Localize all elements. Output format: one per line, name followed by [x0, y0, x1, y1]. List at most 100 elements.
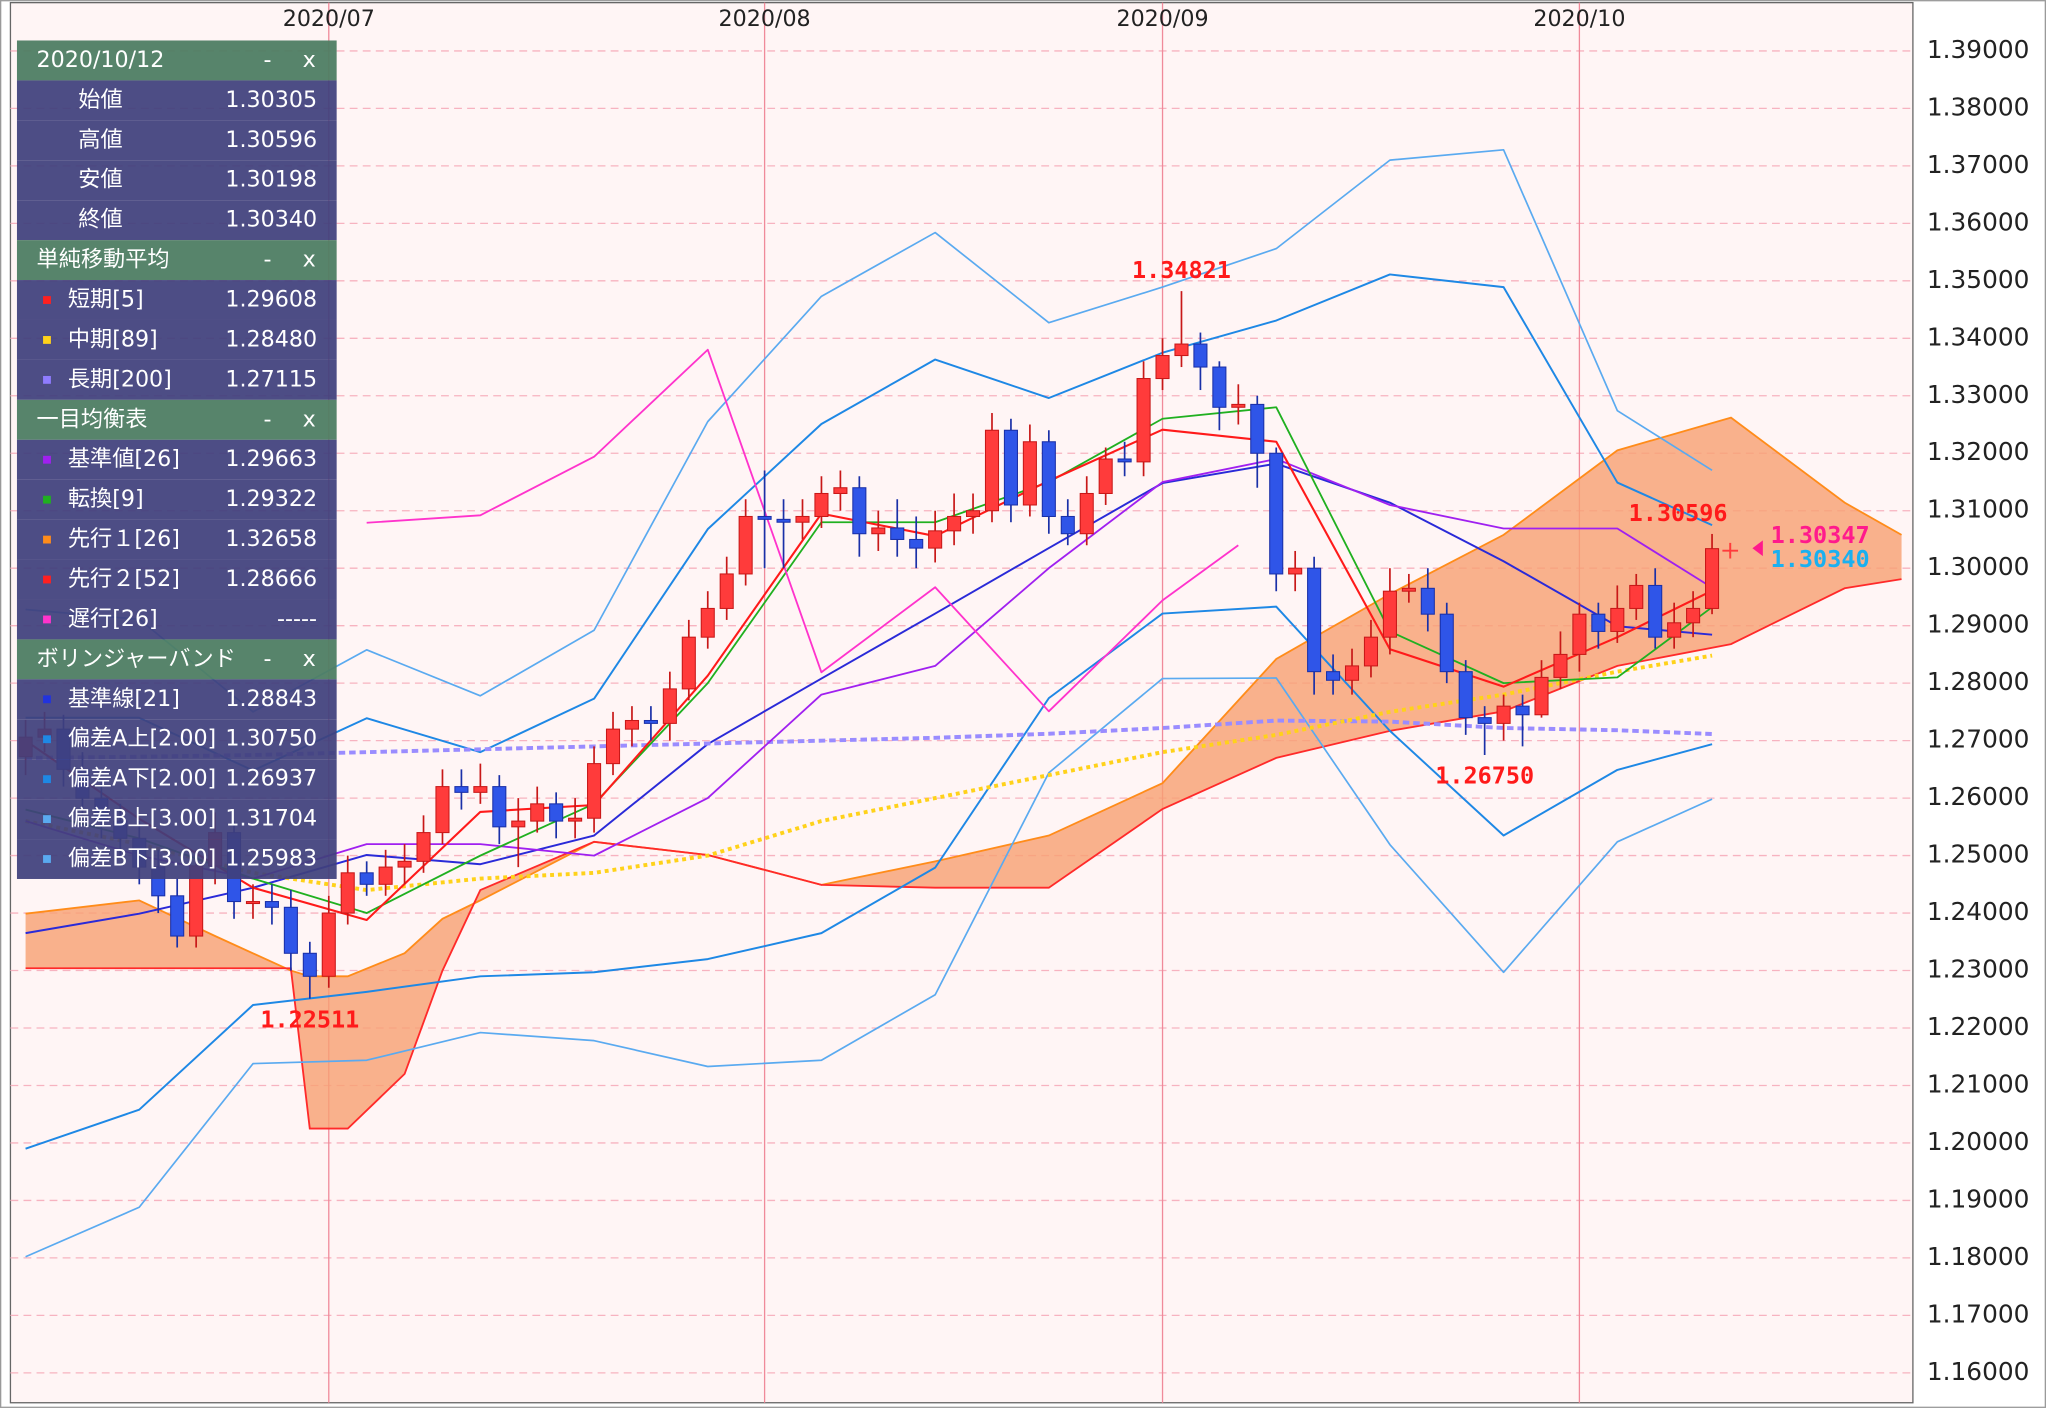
- candle-body: [890, 527, 905, 540]
- candle-body: [302, 952, 317, 977]
- panel-header: [16, 40, 337, 81]
- candle-body: [378, 866, 393, 885]
- panel-label: 遅行[26]: [68, 606, 158, 632]
- candle-body: [795, 515, 810, 523]
- y-tick-label: 1.27000: [1927, 725, 2029, 754]
- legend-swatch: [43, 855, 51, 863]
- candle-body: [1174, 343, 1189, 357]
- panel-header: [16, 399, 337, 440]
- candle-body: [416, 832, 431, 862]
- cursor-cross: [1722, 542, 1739, 559]
- candle-body: [1117, 458, 1132, 463]
- candle-body: [624, 719, 640, 730]
- panel-value: 1.29608: [225, 287, 317, 313]
- candle-body: [1003, 429, 1018, 506]
- y-tick-label: 1.34000: [1927, 322, 2029, 351]
- panel-header: [16, 639, 337, 680]
- candle-body: [1288, 567, 1303, 575]
- panel-value: 1.28666: [225, 566, 317, 592]
- legend-swatch: [43, 336, 51, 344]
- y-tick-label: 1.26000: [1927, 782, 2029, 811]
- y-tick-label: 1.23000: [1927, 955, 2029, 984]
- candle-body: [814, 492, 829, 517]
- candle-body: [871, 527, 886, 535]
- panel-row: [16, 599, 337, 640]
- close-button[interactable]: x: [303, 646, 316, 672]
- panel-label: 高値: [78, 127, 122, 153]
- y-tick-label: 1.31000: [1927, 495, 2029, 524]
- candle-body: [1269, 452, 1284, 575]
- candle-body: [473, 786, 488, 793]
- y-tick-label: 1.28000: [1927, 667, 2029, 696]
- legend-swatch: [43, 455, 51, 464]
- candle-body: [1629, 584, 1644, 609]
- panel-row: [16, 479, 337, 520]
- panel-label: 先行２[52]: [68, 566, 180, 592]
- panel-value: 1.28843: [225, 686, 317, 712]
- candle-body: [1041, 441, 1056, 517]
- candle-body: [1591, 613, 1606, 632]
- candle-body: [1098, 458, 1113, 495]
- y-tick-label: 1.29000: [1927, 610, 2029, 639]
- panel-label: 長期[200]: [68, 366, 172, 392]
- y-tick-label: 1.18000: [1927, 1242, 2029, 1271]
- candle-body: [1401, 587, 1416, 592]
- candle-body: [1136, 378, 1151, 463]
- legend-swatch: [43, 375, 51, 384]
- candle-body: [681, 636, 696, 690]
- y-tick-label: 1.20000: [1927, 1127, 2029, 1156]
- panel-value: 1.30198: [225, 167, 317, 193]
- minimize-button[interactable]: -: [263, 646, 271, 672]
- candle-body: [719, 573, 734, 609]
- panel-label: 転換[9]: [68, 486, 144, 512]
- candle-body: [776, 518, 791, 523]
- panel-label: 始値: [78, 87, 122, 113]
- panel-row: [16, 839, 337, 879]
- panel-label: 基準値[26]: [68, 446, 180, 472]
- x-tick-label: 2020/08: [719, 6, 811, 32]
- candle-body: [1382, 590, 1397, 638]
- candle-body: [568, 817, 583, 822]
- y-tick-label: 1.33000: [1927, 380, 2029, 409]
- candle-body: [530, 803, 545, 822]
- legend-swatch: [43, 615, 51, 624]
- close-button[interactable]: x: [303, 247, 316, 273]
- y-tick-label: 1.39000: [1927, 35, 2029, 64]
- candle-body: [511, 820, 526, 828]
- candle-body: [283, 906, 298, 954]
- candle-body: [1060, 515, 1075, 535]
- y-tick-label: 1.36000: [1927, 207, 2029, 236]
- minimize-button[interactable]: -: [263, 406, 271, 432]
- close-button[interactable]: x: [303, 406, 316, 432]
- candle-body: [965, 510, 981, 517]
- y-tick-label: 1.21000: [1927, 1069, 2029, 1098]
- candle-body: [1667, 622, 1682, 638]
- panel-row: [16, 160, 337, 201]
- panel-value: 1.30305: [225, 87, 317, 113]
- candle-body: [947, 515, 962, 532]
- candle-body: [928, 530, 943, 549]
- candle-body: [643, 719, 658, 724]
- candle-body: [662, 688, 677, 724]
- candle-body: [1155, 355, 1170, 380]
- candle-body: [1686, 607, 1701, 624]
- panel-row: [16, 439, 337, 480]
- panel-row: [16, 559, 337, 600]
- candle-body: [1079, 492, 1094, 535]
- y-tick-label: 1.38000: [1927, 92, 2029, 121]
- minimize-button[interactable]: -: [263, 247, 271, 273]
- legend-swatch: [43, 735, 51, 744]
- panel-value: 1.30596: [225, 127, 317, 153]
- candle-body: [549, 803, 564, 822]
- legend-swatch: [43, 495, 51, 504]
- close-button[interactable]: x: [303, 47, 316, 73]
- panel-value: 1.27115: [225, 366, 317, 392]
- y-tick-label: 1.16000: [1927, 1357, 2029, 1386]
- panel-value: 1.30750: [225, 726, 317, 752]
- minimize-button[interactable]: -: [263, 47, 271, 73]
- legend-swatch: [43, 535, 51, 544]
- panel-row: [16, 679, 337, 720]
- panel-row: [16, 799, 337, 840]
- y-tick-label: 1.30000: [1927, 552, 2029, 581]
- panel-value: 1.29322: [225, 486, 317, 512]
